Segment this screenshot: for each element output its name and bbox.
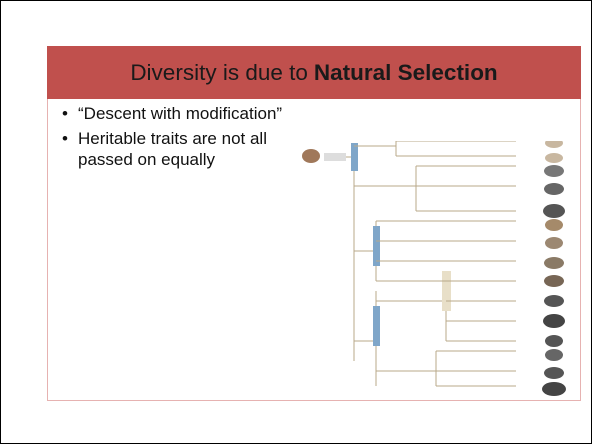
- ancestor-icon: [302, 149, 320, 163]
- bullet: “Descent with modification”: [62, 103, 312, 124]
- group-tag: [373, 226, 380, 266]
- group-tag: [373, 306, 380, 346]
- label-box: [324, 153, 346, 161]
- finch-phylogeny: [296, 141, 581, 396]
- finch-icons: [542, 141, 566, 396]
- bullet: Heritable traits are not all passed on e…: [62, 128, 312, 170]
- species-tips: [376, 141, 516, 386]
- title-text: Diversity is due to: [130, 60, 308, 86]
- title-bold: Natural Selection: [314, 60, 498, 86]
- slide: Diversity is due toNatural Selection “De…: [0, 0, 592, 444]
- group-tag: [351, 143, 358, 171]
- group-tag: [442, 271, 451, 311]
- bullet-list: “Descent with modification” Heritable tr…: [62, 103, 312, 174]
